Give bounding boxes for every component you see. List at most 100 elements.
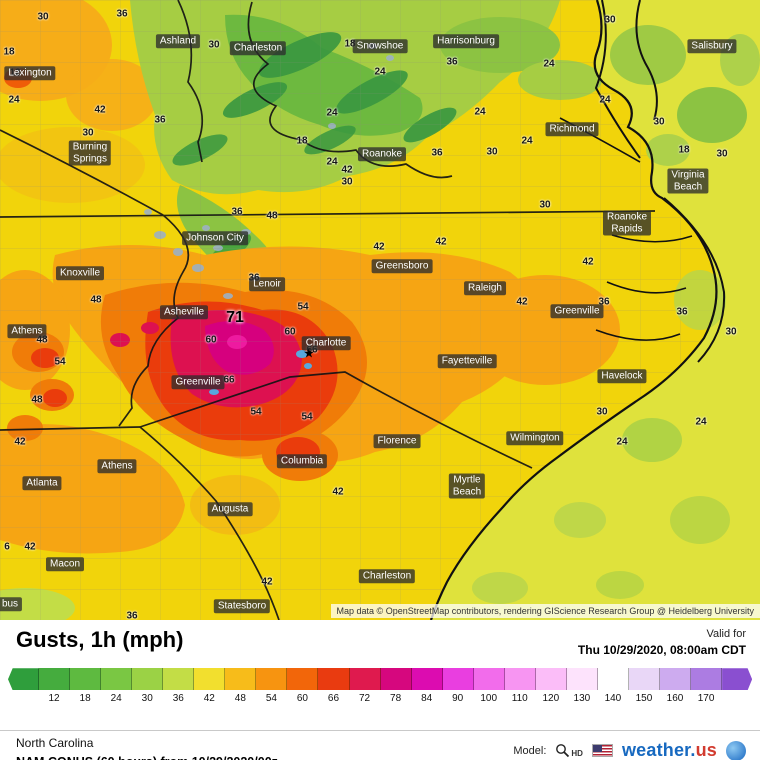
city-label: Atlanta <box>22 476 62 490</box>
city-label: Charleston <box>358 569 416 583</box>
footer-row: North Carolina NAM CONUS (60 hours) from… <box>0 731 760 760</box>
gust-value-label: 24 <box>695 416 707 428</box>
gust-value-label: 36 <box>116 8 128 20</box>
peak-gust-label: 71 <box>226 309 244 326</box>
city-label: Havelock <box>597 369 647 383</box>
gust-value-label: 36 <box>154 114 166 126</box>
gust-value-label: 18 <box>678 144 690 156</box>
map-overlays: 3036183018243624302430122442302418243036… <box>0 8 737 621</box>
scale-segment-120: 120 <box>535 668 567 704</box>
city-label: Athens <box>7 324 47 338</box>
city-label: Statesboro <box>213 599 271 613</box>
city-label: Raleigh <box>464 281 506 295</box>
city-label: Ashland <box>155 34 201 48</box>
gust-value-label: 66 <box>223 374 235 386</box>
city-label: Wilmington <box>506 431 564 445</box>
map-attribution: Map data © OpenStreetMap contributors, r… <box>330 604 760 618</box>
scale-segment-150: 150 <box>628 668 660 704</box>
gust-value-label: 30 <box>341 176 353 188</box>
city-label: Virginia Beach <box>667 168 709 194</box>
forecast-map[interactable]: 3036183018243624302430122442302418243036… <box>0 0 760 620</box>
region-label: North Carolina <box>16 736 94 751</box>
magnifier-icon <box>556 744 570 758</box>
gust-value-label: 36 <box>231 206 243 218</box>
scale-segment-160: 160 <box>659 668 692 704</box>
city-label: Richmond <box>545 122 599 136</box>
scale-segment-36: 36 <box>163 668 195 704</box>
gust-value-label: 42 <box>516 296 528 308</box>
city-label: Charleston <box>229 41 287 55</box>
scale-tick-label: 48 <box>234 693 246 705</box>
gust-value-label: 6 <box>4 541 10 553</box>
scale-segment-30: 30 <box>132 668 164 704</box>
scale-segment-140: 140 <box>597 668 629 704</box>
gust-value-label: 42 <box>24 541 36 553</box>
scale-segment-66: 66 <box>318 668 350 704</box>
scale-tick-label: 18 <box>79 693 91 705</box>
gust-value-label: 42 <box>14 436 26 448</box>
city-label: Greensboro <box>371 259 433 273</box>
gust-value-label: 36 <box>598 296 610 308</box>
city-label: Greenville <box>550 304 604 318</box>
weather-us-logo[interactable]: weather.us <box>622 740 717 760</box>
gust-value-label: 66 <box>306 344 318 356</box>
gust-value-label: 30 <box>725 326 737 338</box>
gust-value-label: 18 <box>344 38 356 50</box>
scale-segment-12: 12 <box>39 668 71 704</box>
gust-value-label: 42 <box>94 104 106 116</box>
city-label: Asheville <box>159 305 209 319</box>
brand-icon <box>726 740 746 760</box>
scale-tick-label: 6 <box>20 693 26 705</box>
gust-value-label: 18 <box>3 46 15 58</box>
city-label: Fayetteville <box>437 354 497 368</box>
city-label: Macon <box>45 557 85 571</box>
scale-tick-label: 30 <box>141 693 153 705</box>
city-label: Charlotte <box>301 336 351 350</box>
gust-value-label: 42 <box>261 576 273 588</box>
city-label: Burning Springs <box>68 140 112 166</box>
gust-value-label: 42 <box>435 236 447 248</box>
city-label: Myrtle Beach <box>448 473 486 499</box>
gust-value-label: 24 <box>8 94 20 106</box>
gust-value-label: 30 <box>596 406 608 418</box>
scale-tick-label: 24 <box>110 693 122 705</box>
footer-right: Model: HD weather.us <box>513 736 746 760</box>
gust-value-label: 48 <box>31 394 43 406</box>
gust-value-label: 36 <box>126 610 138 621</box>
scale-tick-label: 60 <box>296 693 308 705</box>
gust-value-label: 42 <box>332 486 344 498</box>
gust-value-label: 54 <box>250 406 262 418</box>
model-run-label: NAM CONUS (60 hours) from 10/29/2020/00z <box>16 755 306 760</box>
scale-tick-label: 66 <box>327 693 340 705</box>
scale-segment-48: 48 <box>225 668 257 704</box>
city-label: Florence <box>373 434 421 448</box>
scale-segment-78: 78 <box>380 668 412 704</box>
gust-value-label: 18 <box>296 135 308 147</box>
gust-value-label: 60 <box>205 334 217 346</box>
gust-value-label: 24 <box>374 66 386 78</box>
scale-segment-170: 170 <box>691 668 723 704</box>
legend-title: Gusts, 1h (mph) <box>16 627 184 652</box>
scale-tick-label: 130 <box>573 693 591 705</box>
city-label: Snowshoe <box>352 39 408 53</box>
gust-value-label: 30 <box>486 146 498 158</box>
gust-value-label: 54 <box>301 411 313 423</box>
scale-tick-label: 42 <box>203 693 215 705</box>
city-label: Roanoke Rapids <box>602 210 652 236</box>
location-star-marker: ★ <box>303 345 315 361</box>
hd-model-toggle[interactable]: HD <box>555 743 583 758</box>
gust-value-label: 42 <box>373 241 385 253</box>
scale-tick-label: 180 <box>728 693 746 705</box>
hd-label: HD <box>571 749 583 759</box>
city-label: Augusta <box>207 502 253 516</box>
scale-segment-180: 180 <box>722 668 753 691</box>
city-label: Athens <box>97 459 137 473</box>
footer-left: North Carolina NAM CONUS (60 hours) from… <box>16 736 306 760</box>
valid-time-block: Valid for Thu 10/29/2020, 08:00am CDT <box>578 627 746 659</box>
gust-value-label: 48 <box>266 210 278 222</box>
gust-value-label: 24 <box>521 135 533 147</box>
gust-value-label: 42 <box>582 256 594 268</box>
gust-value-label: 48 <box>36 334 48 346</box>
gust-value-label: 30 <box>82 127 94 139</box>
brand-text-red: us <box>695 740 717 760</box>
